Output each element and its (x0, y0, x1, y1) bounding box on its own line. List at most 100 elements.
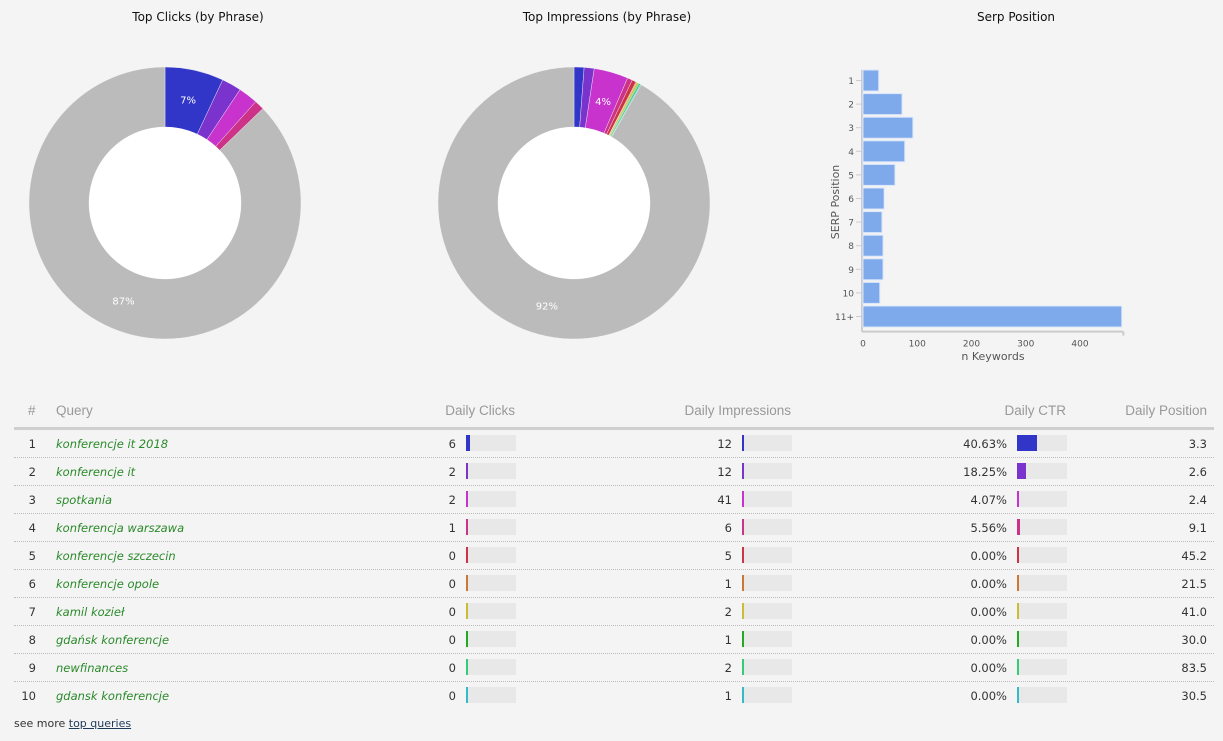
serp-bar[interactable] (862, 69, 880, 92)
row-daily-position: 9.1 (1188, 521, 1207, 535)
header-query[interactable]: Query (56, 403, 93, 418)
row-daily-clicks: 2 (448, 493, 456, 507)
footer: see more top queries (14, 717, 131, 730)
serp-y-tick-label: 6 (848, 195, 854, 205)
row-daily-impressions: 41 (717, 493, 732, 507)
ctr-bar (1017, 631, 1067, 647)
row-daily-impressions: 12 (717, 465, 732, 479)
ctr-bar-fill (1017, 463, 1026, 479)
row-daily-position: 21.5 (1181, 577, 1207, 591)
row-query[interactable]: kamil kozieł (56, 605, 125, 619)
ctr-bar-fill (1017, 519, 1020, 535)
clicks-bar (466, 659, 516, 675)
serp-bar[interactable] (862, 140, 906, 163)
serp-y-tick-label: 1 (848, 77, 854, 87)
serp-y-tick-label: 11+ (835, 313, 854, 323)
clicks-bar (466, 519, 516, 535)
donut-hole (498, 127, 650, 279)
header-daily-position[interactable]: Daily Position (1125, 403, 1207, 418)
serp-bar[interactable] (862, 116, 914, 139)
row-daily-ctr: 0.00% (970, 549, 1007, 563)
ctr-bar-fill (1017, 547, 1019, 563)
top-queries-table: # Query Daily Clicks Daily Impressions D… (14, 400, 1214, 709)
serp-bar[interactable] (862, 211, 883, 234)
row-rank: 8 (28, 633, 36, 647)
serp-y-tick-label: 3 (848, 124, 854, 134)
serp-bar[interactable] (862, 258, 884, 281)
serp-bar[interactable] (862, 305, 1123, 328)
row-daily-ctr: 0.00% (970, 661, 1007, 675)
serp-bar[interactable] (862, 281, 881, 304)
row-daily-impressions: 5 (724, 549, 732, 563)
clicks-bar (466, 547, 516, 563)
row-query[interactable]: konferencja warszawa (56, 521, 185, 535)
ctr-bar (1017, 687, 1067, 703)
row-daily-position: 41.0 (1181, 605, 1207, 619)
row-daily-impressions: 1 (724, 577, 732, 591)
donut-slice-label: 4% (595, 97, 611, 108)
row-daily-ctr: 0.00% (970, 577, 1007, 591)
ctr-bar (1017, 575, 1067, 591)
row-daily-ctr: 0.00% (970, 633, 1007, 647)
row-daily-impressions: 2 (724, 605, 732, 619)
serp-bar[interactable] (862, 93, 903, 116)
row-query[interactable]: gdansk konferencje (56, 689, 170, 703)
row-daily-position: 30.0 (1181, 633, 1207, 647)
serp-chart-title: Serp Position (976, 10, 1056, 24)
ctr-bar (1017, 603, 1067, 619)
impressions-bar-fill (742, 659, 744, 675)
impressions-bar-fill (742, 519, 744, 535)
impressions-bar (742, 547, 792, 563)
row-daily-clicks: 0 (448, 605, 456, 619)
table-row: 1 konferencje it 2018 6 12 40.63% 3.3 (14, 430, 1214, 458)
table-row: 3 spotkania 2 41 4.07% 2.4 (14, 486, 1214, 514)
row-daily-ctr: 4.07% (970, 493, 1007, 507)
row-query[interactable]: konferencje it 2018 (56, 437, 169, 451)
clicks-donut-chart: 7% 87% (28, 66, 302, 340)
serp-bar[interactable] (862, 163, 896, 186)
clicks-bar (466, 435, 516, 451)
row-query[interactable]: spotkania (56, 493, 113, 507)
impressions-bar-fill (742, 603, 744, 619)
clicks-bar-fill (466, 491, 468, 507)
clicks-bar-fill (466, 603, 468, 619)
donut-hole (89, 127, 241, 279)
clicks-bar (466, 575, 516, 591)
row-daily-position: 45.2 (1181, 549, 1207, 563)
impressions-bar-fill (742, 687, 744, 703)
row-query[interactable]: konferencje szczecin (56, 549, 176, 563)
table-row: 10 gdansk konferencje 0 1 0.00% 30.5 (14, 682, 1214, 709)
row-rank: 7 (28, 605, 36, 619)
table-row: 4 konferencja warszawa 1 6 5.56% 9.1 (14, 514, 1214, 542)
header-rank[interactable]: # (28, 403, 36, 418)
donut-slice-label: 92% (536, 301, 558, 312)
serp-x-tick-label: 300 (1017, 340, 1034, 350)
ctr-bar-fill (1017, 603, 1019, 619)
serp-bar[interactable] (862, 234, 884, 257)
serp-y-tick-label: 9 (848, 266, 854, 276)
clicks-bar-fill (466, 435, 470, 451)
clicks-bar-fill (466, 659, 468, 675)
row-daily-impressions: 1 (724, 689, 732, 703)
row-query[interactable]: konferencje it (56, 465, 136, 479)
table-row: 6 konferencje opole 0 1 0.00% 21.5 (14, 570, 1214, 598)
serp-y-tick-label: 4 (848, 148, 854, 158)
header-daily-ctr[interactable]: Daily CTR (1004, 403, 1066, 418)
row-query[interactable]: newfinances (56, 661, 129, 675)
header-daily-clicks[interactable]: Daily Clicks (445, 403, 515, 418)
header-daily-impressions[interactable]: Daily Impressions (684, 403, 791, 418)
row-rank: 3 (28, 493, 36, 507)
row-daily-position: 83.5 (1181, 661, 1207, 675)
row-query[interactable]: gdańsk konferencje (56, 633, 170, 647)
impressions-bar-fill (742, 435, 744, 451)
serp-bar[interactable] (862, 187, 885, 210)
row-query[interactable]: konferencje opole (56, 577, 160, 591)
row-daily-clicks: 1 (448, 521, 456, 535)
row-daily-position: 30.5 (1181, 689, 1207, 703)
row-daily-clicks: 0 (448, 549, 456, 563)
row-daily-ctr: 40.63% (963, 437, 1007, 451)
ctr-bar (1017, 463, 1067, 479)
row-rank: 1 (28, 437, 36, 451)
impressions-bar (742, 631, 792, 647)
top-queries-link[interactable]: top queries (68, 717, 132, 730)
